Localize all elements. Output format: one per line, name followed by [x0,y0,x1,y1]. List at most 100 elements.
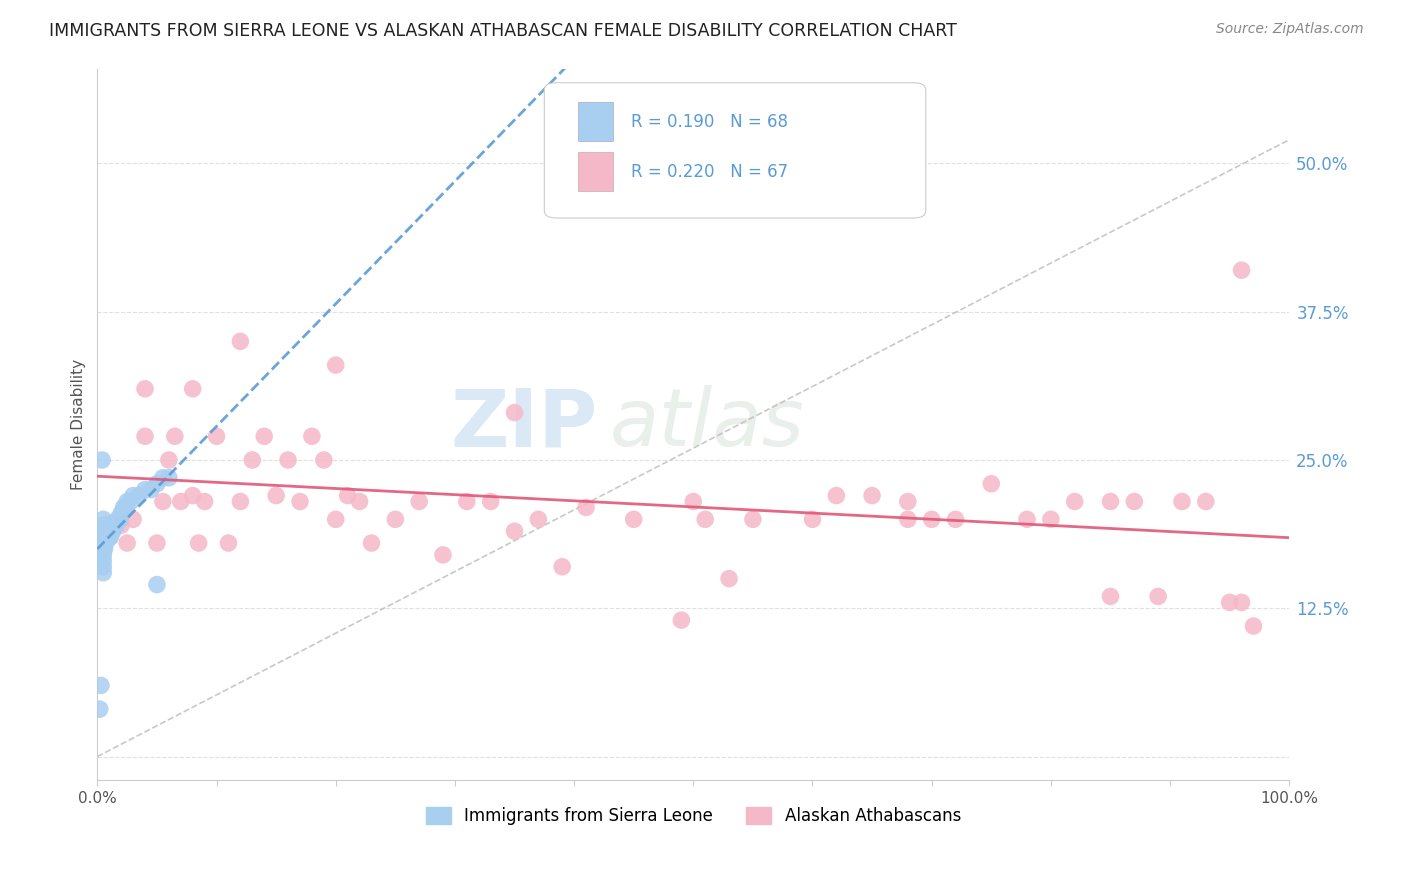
Point [94,518,117,533]
Point [94,530,117,544]
Point [479,494,502,508]
Point [325,358,347,372]
Point [288,494,311,508]
Point [98,524,121,538]
FancyBboxPatch shape [578,153,613,191]
Point [91,524,114,538]
Point [134,382,156,396]
Point [91,541,114,556]
Point [139,483,162,497]
Point [87,536,110,550]
Point [181,382,204,396]
Point [91,453,114,467]
Point [1147,590,1170,604]
Point [432,548,454,562]
Point [1243,619,1265,633]
Point [897,494,920,508]
Point [90,678,112,692]
Point [93,536,115,550]
Text: atlas: atlas [610,385,804,464]
Point [163,429,186,443]
Point [104,518,127,533]
Point [1123,494,1146,508]
Point [107,512,129,526]
Point [91,548,114,562]
Point [93,530,115,544]
Point [128,489,150,503]
Point [1099,590,1122,604]
Point [89,541,111,556]
Point [93,518,115,533]
Point [741,512,763,526]
Point [107,512,129,526]
Point [134,483,156,497]
Y-axis label: Female Disability: Female Disability [72,359,86,490]
Point [91,536,114,550]
Point [301,429,323,443]
Point [205,429,228,443]
Point [575,500,598,515]
Point [157,471,180,485]
Point [105,518,128,533]
Point [325,512,347,526]
Point [94,524,117,538]
Point [801,512,824,526]
Point [1099,494,1122,508]
Point [408,494,430,508]
Point [96,524,118,538]
Point [91,512,114,526]
Point [194,494,217,508]
Point [682,494,704,508]
Point [312,453,335,467]
Point [146,476,169,491]
Point [360,536,382,550]
Point [1195,494,1218,508]
Point [90,536,112,550]
Point [97,530,120,544]
Point [1171,494,1194,508]
Point [695,512,717,526]
Point [108,512,131,526]
Point [503,405,526,419]
Point [110,507,132,521]
Point [152,471,174,485]
Point [1230,263,1253,277]
Point [100,530,122,544]
Point [90,541,112,556]
Point [253,429,276,443]
Point [120,494,142,508]
Point [1063,494,1085,508]
Point [100,518,122,533]
Point [1219,595,1241,609]
Point [91,530,114,544]
Point [170,494,193,508]
Point [718,572,741,586]
Point [277,453,299,467]
Point [1039,512,1062,526]
Point [98,518,121,533]
Point [897,512,920,526]
Point [860,489,883,503]
Point [825,489,848,503]
Point [103,518,125,533]
Point [93,524,115,538]
Point [101,518,124,533]
Text: ZIP: ZIP [451,385,598,464]
Point [527,512,550,526]
Point [115,536,138,550]
Point [115,494,138,508]
Point [921,512,943,526]
Point [980,476,1002,491]
FancyBboxPatch shape [578,103,613,142]
Point [456,494,478,508]
Point [146,577,169,591]
Point [945,512,967,526]
Legend: Immigrants from Sierra Leone, Alaskan Athabascans: Immigrants from Sierra Leone, Alaskan At… [426,807,960,825]
Point [187,536,209,550]
Point [91,530,114,544]
Point [97,524,120,538]
Point [114,500,136,515]
Point [100,524,122,538]
Point [93,541,115,556]
Text: Source: ZipAtlas.com: Source: ZipAtlas.com [1216,22,1364,37]
